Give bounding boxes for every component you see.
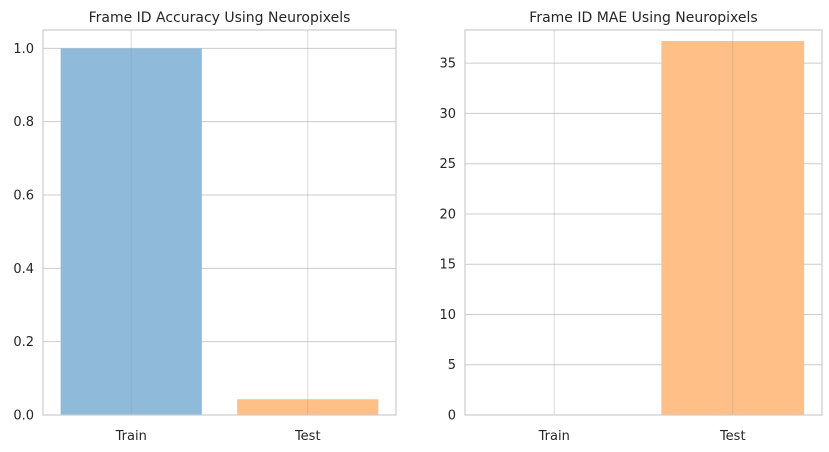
- accuracy-y-tick-label: 0.8: [13, 115, 34, 130]
- accuracy-y-tick-label: 0.2: [13, 335, 34, 350]
- mae-y-tick-label: 20: [439, 207, 456, 222]
- mae-chart-frame: [464, 29, 823, 416]
- mae-y-tick-label: 35: [439, 57, 456, 72]
- mae-bar-test: [661, 41, 805, 416]
- mae-y-tick-label: 15: [439, 258, 456, 273]
- accuracy-y-tick-label: 0.4: [13, 262, 34, 277]
- mae-chart: 0 5 10 15 20 25 30 35 Train Test Frame ID MAE Us…: [439, 10, 823, 444]
- accuracy-chart-frame: [42, 29, 397, 416]
- accuracy-x-tick-label: Test: [294, 429, 321, 444]
- mae-x-tick-label: Train: [538, 429, 570, 444]
- mae-y-tick-label: 5: [448, 358, 456, 373]
- accuracy-y-tick-label: 0.0: [13, 409, 34, 424]
- accuracy-x-tick-label: Train: [115, 429, 147, 444]
- mae-y-tick-label: 30: [439, 107, 456, 122]
- accuracy-chart-title: Frame ID Accuracy Using Neuropixels: [89, 10, 351, 26]
- mae-y-tick-label: 0: [448, 409, 456, 424]
- mae-y-tick-label: 25: [439, 157, 456, 172]
- accuracy-y-tick-label: 1.0: [13, 42, 34, 57]
- mae-y-tick-label: 10: [439, 308, 456, 323]
- accuracy-bar-train: [60, 48, 202, 415]
- mae-chart-title: Frame ID MAE Using Neuropixels: [529, 10, 757, 26]
- accuracy-y-tick-label: 0.6: [13, 189, 34, 204]
- accuracy-bar-test: [237, 399, 379, 415]
- mae-x-tick-label: Test: [719, 429, 746, 444]
- accuracy-chart: 0.0 0.2 0.4 0.6 0.8 1.0 Train Test Frame ID Ac…: [13, 10, 397, 444]
